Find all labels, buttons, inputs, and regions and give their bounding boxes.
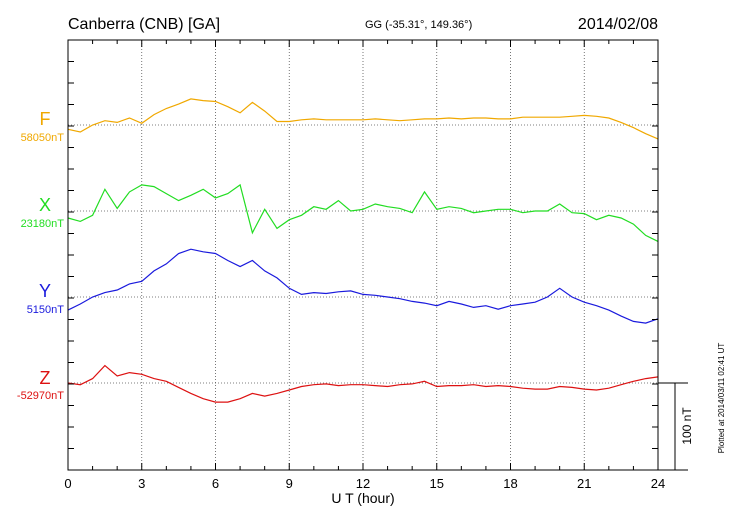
series-baseline-x: 23180nT [21, 218, 65, 230]
series-labels: F 58050nT X 23180nT Y 5150nT Z -52970nT [17, 109, 64, 402]
series-name-x: X [39, 195, 51, 215]
x-tick-label: 9 [286, 476, 293, 491]
series-baseline-f: 58050nT [21, 132, 65, 144]
series-line-f [67, 98, 659, 140]
station-coordinates: GG (-35.31°, 149.36°) [365, 19, 472, 31]
series-name-z: Z [40, 368, 51, 388]
x-tick-label: 3 [138, 476, 145, 491]
x-tick-label: 21 [577, 476, 591, 491]
plot-frame [67, 39, 659, 471]
x-tick-label: 0 [64, 476, 71, 491]
series-line-z [67, 364, 659, 403]
series-line-y [67, 248, 659, 324]
series-line-x [67, 183, 659, 242]
series-name-y: Y [39, 281, 51, 301]
station-title: Canberra (CNB) [GA] [68, 16, 220, 33]
x-tick-label: 12 [356, 476, 370, 491]
x-tick-label: 6 [212, 476, 219, 491]
plot-date: 2014/02/08 [578, 16, 658, 33]
series-baseline-z: -52970nT [17, 390, 64, 402]
plotted-timestamp: Plotted at 2014/03/11 02:41 UT [717, 343, 726, 454]
x-tick-label: 15 [430, 476, 444, 491]
series-name-f: F [40, 109, 51, 129]
scale-bar: 100 nT [658, 382, 694, 471]
x-tick-label: 18 [503, 476, 517, 491]
x-axis-ticks: 0 3 6 9 12 15 18 21 24 [64, 40, 665, 491]
series-layer [67, 98, 659, 403]
x-tick-label: 24 [651, 476, 665, 491]
series-baseline-y: 5150nT [27, 304, 65, 316]
scale-bar-label: 100 nT [680, 407, 694, 445]
x-axis-label: U T (hour) [331, 490, 394, 506]
gridlines [68, 40, 658, 470]
